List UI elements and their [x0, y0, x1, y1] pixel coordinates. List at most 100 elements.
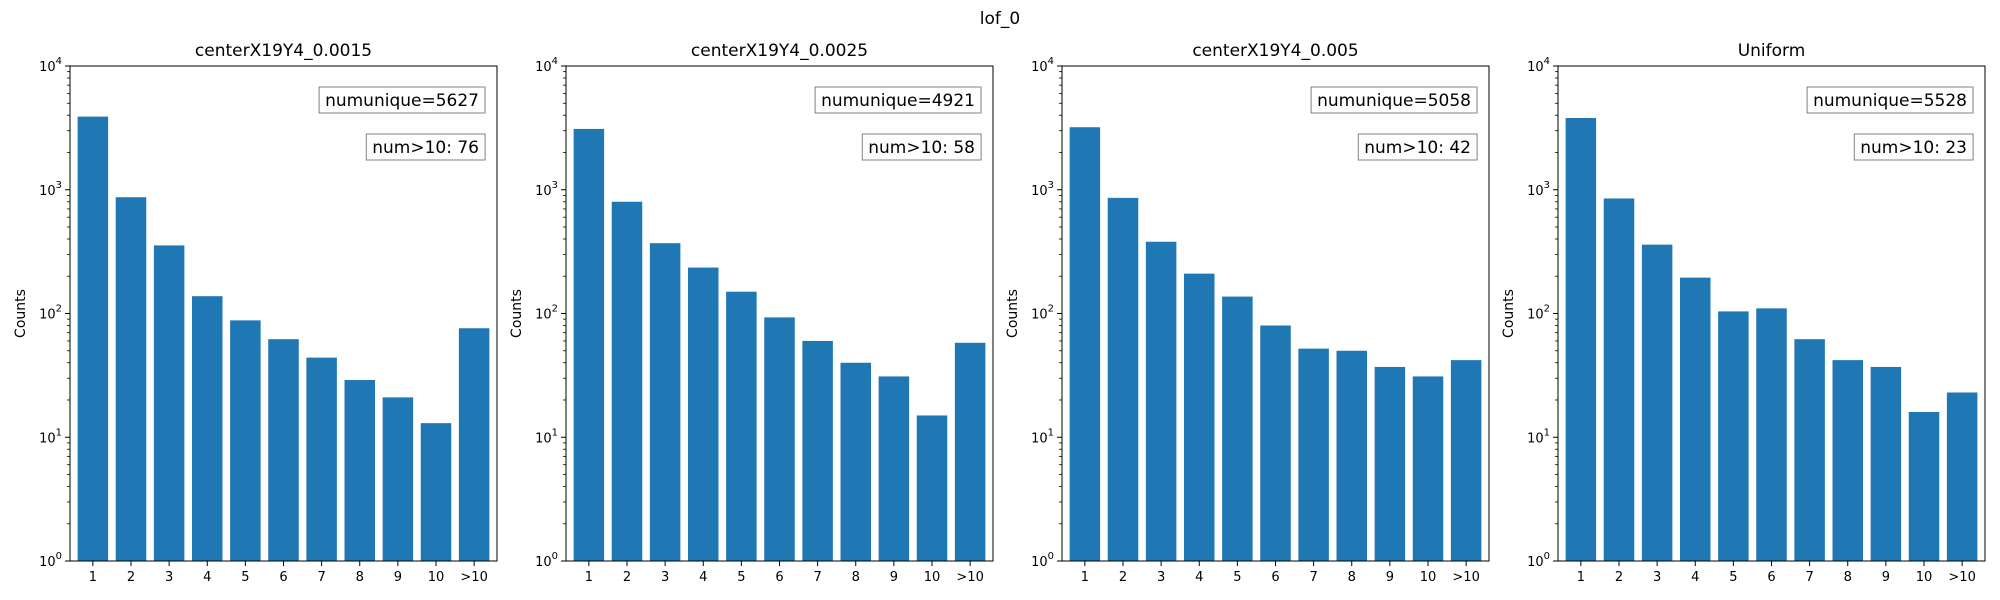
x-tick-label: >10: [1948, 570, 1975, 585]
annotation-box-1: [1806, 86, 1974, 114]
x-tick-label: 8: [356, 570, 364, 585]
y-tick-exponent: 2: [1544, 304, 1550, 315]
x-tick-label: 10: [924, 570, 941, 585]
y-tick-label: 104: [39, 56, 62, 75]
y-tick-label: 101: [1527, 427, 1550, 446]
annotation-box-2: [365, 133, 486, 161]
x-tick-label: 10: [428, 570, 445, 585]
bar-4: [688, 267, 719, 561]
bar-2: [1107, 197, 1139, 562]
y-tick-label: 100: [39, 551, 62, 570]
bar-6: [764, 317, 795, 561]
bar-8: [1336, 350, 1367, 561]
annotation-box-1: [318, 86, 486, 114]
y-tick-label: 103: [1031, 180, 1054, 199]
axes-frame: [565, 65, 994, 562]
x-tick-label: 9: [1882, 570, 1890, 585]
bar-8: [1832, 360, 1863, 561]
x-tick-label: >10: [1452, 570, 1479, 585]
bar-6: [1260, 325, 1291, 561]
y-tick-exponent: 3: [56, 180, 62, 191]
x-tick-label: 5: [1233, 570, 1241, 585]
y-tick-base: 10: [535, 431, 552, 446]
bar-7: [306, 357, 337, 561]
annotation-box-2: [1853, 133, 1974, 161]
y-tick-exponent: 4: [1544, 56, 1550, 67]
y-tick-exponent: 1: [1048, 427, 1054, 438]
x-tick-label: 7: [1805, 570, 1813, 585]
bar-9: [1870, 366, 1902, 561]
y-tick-base: 10: [39, 60, 56, 75]
y-axis-label: Counts: [1005, 289, 1021, 338]
annotation-text-1: numunique=5058: [1317, 91, 1471, 111]
y-tick-label: 100: [1031, 551, 1054, 570]
y-tick-base: 10: [1031, 555, 1048, 570]
x-tick-label: 9: [1386, 570, 1394, 585]
y-tick-base: 10: [1527, 431, 1544, 446]
x-tick-label: 6: [279, 570, 287, 585]
bar-gt10: [458, 328, 490, 561]
x-tick-label: 4: [1691, 570, 1699, 585]
bar-3: [649, 243, 681, 561]
y-tick-exponent: 3: [1048, 180, 1054, 191]
y-tick-label: 103: [535, 180, 558, 199]
bar-4: [1680, 277, 1711, 561]
bar-2: [611, 201, 643, 562]
bar-7: [1298, 348, 1329, 561]
x-tick-label: 8: [1348, 570, 1356, 585]
y-tick-exponent: 3: [1544, 180, 1550, 191]
x-tick-label: 7: [317, 570, 325, 585]
x-tick-label: 5: [737, 570, 745, 585]
bar-5: [230, 320, 261, 561]
x-tick-label: 4: [1195, 570, 1203, 585]
annotation-text-2: num>10: 58: [868, 138, 975, 158]
x-tick-label: 7: [813, 570, 821, 585]
bar-8: [840, 362, 871, 561]
annotation-box-1: [1310, 86, 1478, 114]
x-tick-label: 1: [89, 570, 97, 585]
x-tick-label: >10: [460, 570, 487, 585]
annotation-text-1: numunique=4921: [821, 91, 975, 111]
bar-8: [344, 380, 375, 561]
x-tick-label: 5: [241, 570, 249, 585]
y-tick-base: 10: [535, 555, 552, 570]
y-tick-label: 104: [1527, 56, 1550, 75]
x-tick-label: 5: [1729, 570, 1737, 585]
bar-9: [878, 376, 910, 561]
y-tick-base: 10: [39, 184, 56, 199]
bar-5: [726, 291, 757, 561]
bar-2: [115, 197, 147, 562]
annotation-text-2: num>10: 76: [372, 138, 479, 158]
x-tick-label: 9: [394, 570, 402, 585]
x-tick-label: 10: [1916, 570, 1933, 585]
bar-9: [1374, 366, 1406, 561]
y-tick-label: 103: [1527, 180, 1550, 199]
x-tick-label: 1: [1577, 570, 1585, 585]
y-tick-label: 104: [535, 56, 558, 75]
bar-1: [1069, 127, 1101, 562]
x-tick-label: 9: [890, 570, 898, 585]
chart-title: centerX19Y4_0.005: [1192, 41, 1358, 61]
bar-6: [268, 339, 299, 561]
y-tick-exponent: 0: [1048, 551, 1054, 562]
x-tick-label: 6: [1767, 570, 1775, 585]
y-tick-exponent: 1: [1544, 427, 1550, 438]
y-tick-exponent: 4: [552, 56, 558, 67]
y-tick-label: 101: [1031, 427, 1054, 446]
y-tick-label: 101: [39, 427, 62, 446]
y-tick-base: 10: [1527, 308, 1544, 323]
bar-3: [153, 245, 185, 561]
y-tick-exponent: 1: [552, 427, 558, 438]
y-axis-label: Counts: [1501, 289, 1517, 338]
bar-6: [1756, 308, 1787, 561]
bar-10: [916, 415, 948, 561]
y-axis-label: Counts: [13, 289, 29, 338]
bar-3: [1145, 241, 1177, 561]
y-tick-exponent: 0: [56, 551, 62, 562]
x-tick-label: 4: [203, 570, 211, 585]
